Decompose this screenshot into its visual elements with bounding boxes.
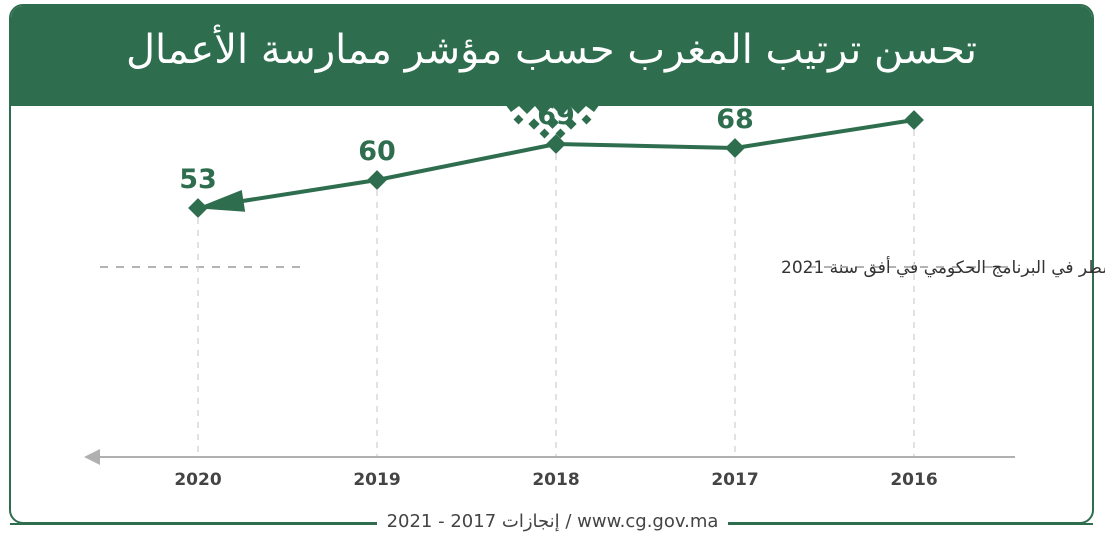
title-banner: تحسن ترتيب المغرب حسب مؤشر ممارسة الأعما… [11,6,1092,106]
data-point-2019 [367,170,387,190]
target-text: : الهدف المسطر في البرنامج الحكومي في أف… [781,256,1105,278]
data-labels: 75 68 69 60 53 [179,76,933,195]
data-label-2018: 69 [537,100,575,131]
x-tick-2016: 2016 [890,470,937,490]
x-tick-2019: 2019 [353,470,400,490]
series-segment-2019-2020 [225,178,379,206]
data-point-2016 [904,110,924,130]
series-segment-2017-2018 [554,142,737,150]
footer: إنجازات 2017 - 2021 / www.cg.gov.ma [0,511,1105,533]
data-label-2020: 53 [179,164,217,195]
x-tick-2017: 2017 [711,470,758,490]
target-label: 50: الهدف المسطر في البرنامج الحكومي في … [781,254,1105,278]
series-segment-2018-2019 [375,142,558,182]
series-line [196,118,916,212]
data-point-2020 [188,198,208,218]
vertical-grid [197,130,915,457]
chart-card: تحسن ترتيب المغرب حسب مؤشر ممارسة الأعما… [9,4,1094,524]
data-label-2019: 60 [358,136,396,167]
footer-source: إنجازات 2017 - 2021 / www.cg.gov.ma [376,511,729,532]
series-arrowhead-icon [196,190,246,212]
x-tick-2020: 2020 [174,470,221,490]
data-point-2017 [725,138,745,158]
x-tick-labels: 2016 2017 2018 2019 2020 [174,470,937,490]
data-label-2016: 75 [895,76,933,107]
series-segment-2016-2017 [733,118,916,150]
data-point-2018 [546,134,566,154]
x-axis-arrow-icon [84,449,100,465]
chart-title: تحسن ترتيب المغرب حسب مؤشر ممارسة الأعما… [125,27,978,73]
data-label-2017: 68 [716,104,754,135]
x-tick-2018: 2018 [532,470,579,490]
